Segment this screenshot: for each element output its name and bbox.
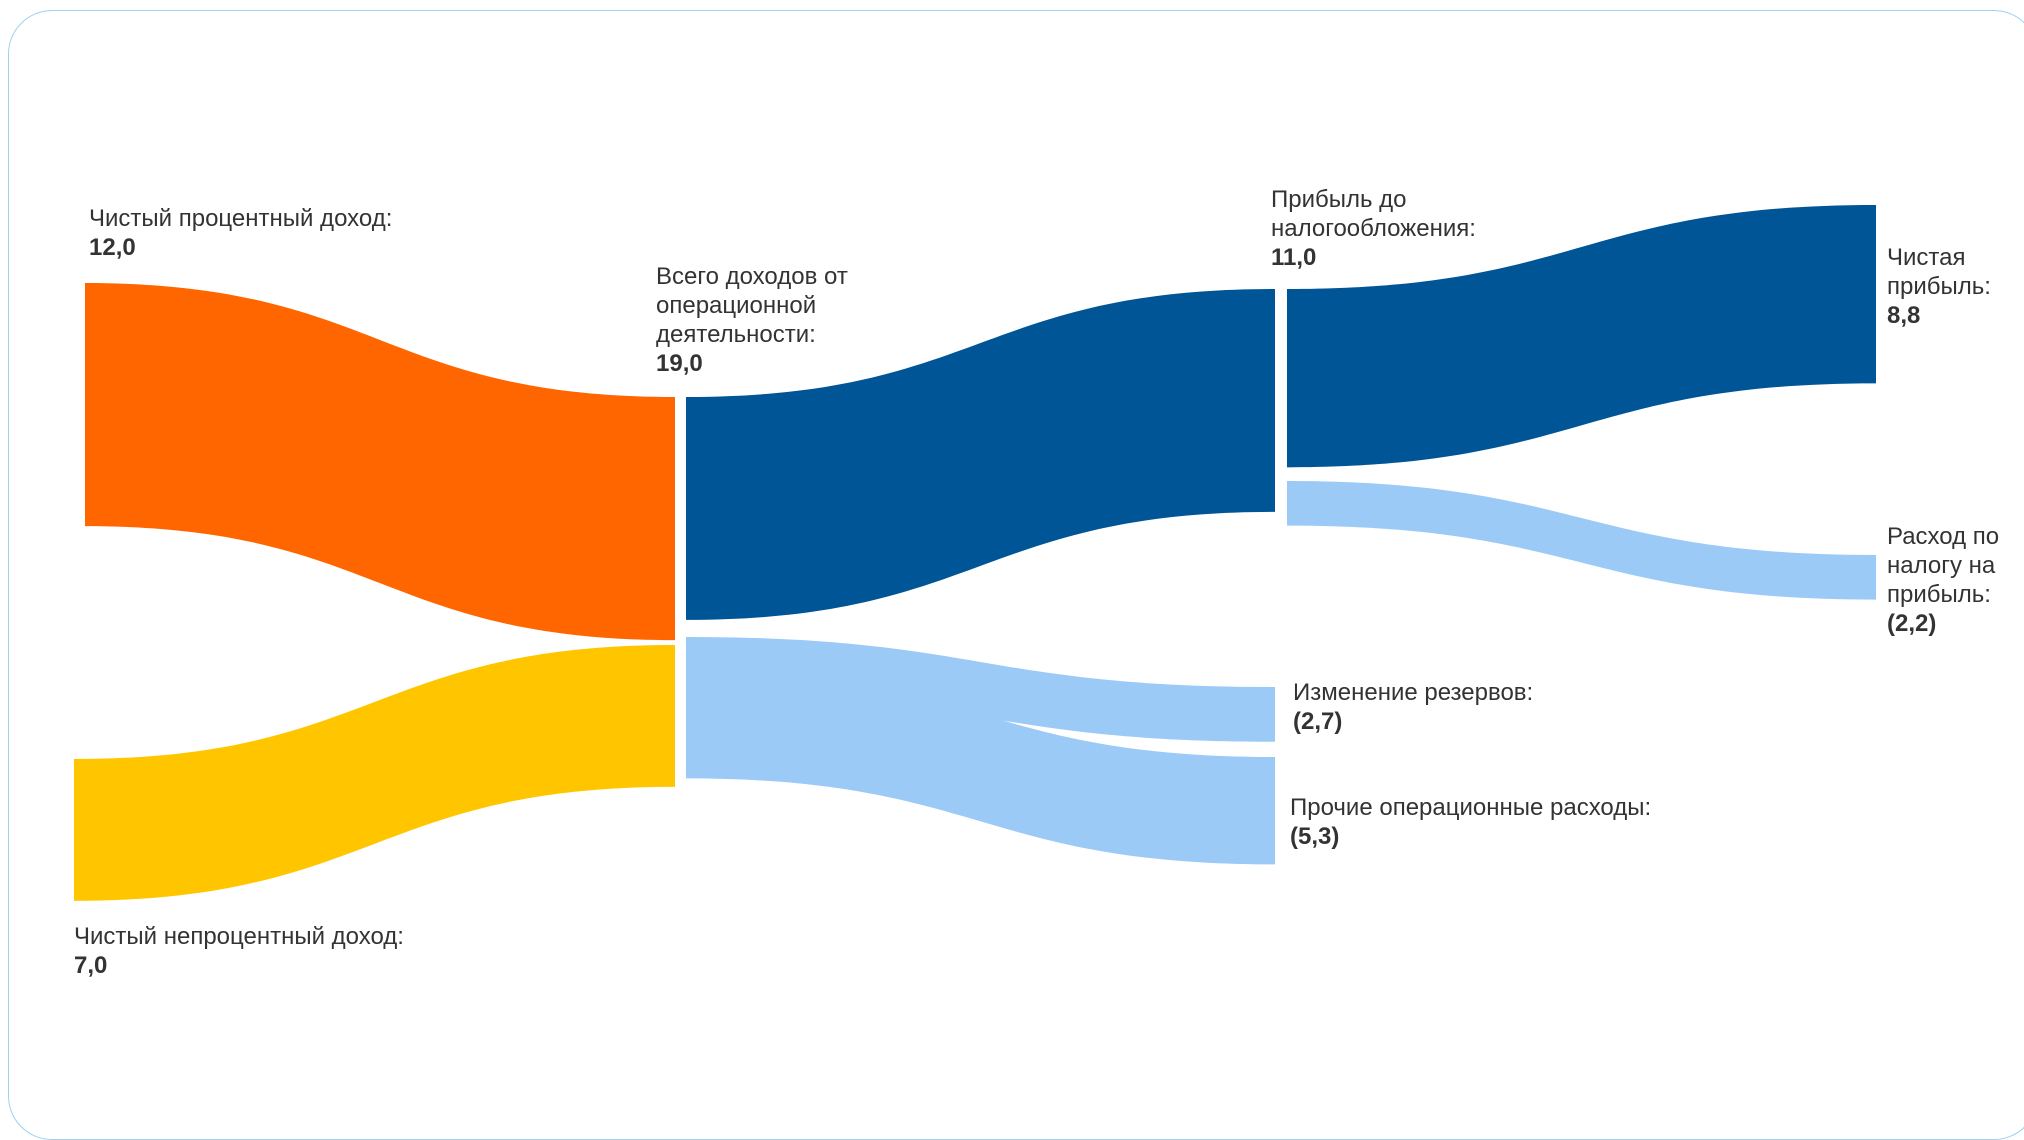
label-name: Чистая прибыль:: [1887, 244, 1991, 300]
label-value: 12,0: [89, 234, 136, 261]
flow-income-tax-expense: [1287, 481, 1876, 600]
label-name: Прочие операционные расходы:: [1290, 794, 1652, 821]
flow-provision-changes: [686, 637, 1275, 742]
label-name: Прибыль до налогообложения:: [1271, 186, 1476, 242]
flow-other-operating-expenses: [686, 671, 1275, 865]
flow-net-non-interest-income: [74, 645, 675, 901]
flow-net-interest-income: [85, 283, 675, 641]
label-total-operating-income: Всего доходов от операционной деятельнос…: [656, 262, 886, 378]
label-profit-before-tax: Прибыль до налогообложения: 11,0: [1271, 185, 1511, 272]
label-value: 19,0: [656, 350, 703, 377]
label-value: (5,3): [1290, 823, 1340, 850]
label-name: Чистый процентный доход:: [89, 205, 393, 232]
label-income-tax-expense: Расход по налогу на прибыль: (2,2): [1887, 522, 2024, 638]
label-name: Расход по налогу на прибыль:: [1887, 523, 2000, 608]
label-net-non-interest-income: Чистый непроцентный доход: 7,0: [74, 922, 404, 980]
label-name: Чистый непроцентный доход:: [74, 923, 404, 950]
label-other-operating-expenses: Прочие операционные расходы: (5,3): [1290, 793, 1651, 851]
flow-net-profit: [1287, 205, 1876, 468]
label-value: 7,0: [74, 952, 108, 979]
label-name: Всего доходов от операционной деятельнос…: [656, 263, 848, 348]
label-value: 8,8: [1887, 302, 1921, 329]
sankey-diagram: [74, 205, 1876, 901]
label-value: (2,2): [1887, 610, 1937, 637]
label-net-interest-income: Чистый процентный доход: 12,0: [89, 204, 392, 262]
label-net-profit: Чистая прибыль: 8,8: [1887, 243, 2017, 330]
label-value: (2,7): [1293, 708, 1343, 735]
flow-profit-before-tax: [686, 289, 1275, 620]
label-name: Изменение резервов:: [1293, 679, 1534, 706]
label-provision-changes: Изменение резервов: (2,7): [1293, 678, 1533, 736]
label-value: 11,0: [1271, 244, 1317, 271]
